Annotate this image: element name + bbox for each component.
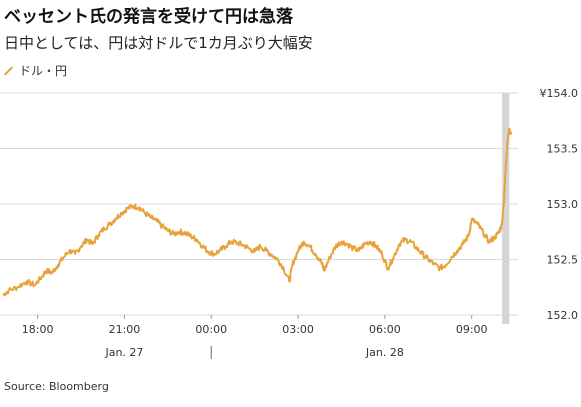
x-axis: 18:00 21:00 00:00 03:00 06:00 09:00 Jan. 27 Jan…	[22, 315, 488, 359]
highlight-band-layer	[502, 93, 510, 324]
usd-jpy-line-chart: ¥154.0 153.5 153.0 152.5 152.0 18:00 21:00 00:…	[0, 87, 579, 359]
x-tick-label: 09:00	[456, 323, 488, 336]
x-date-label: Jan. 28	[365, 346, 404, 359]
y-tick-label: 153.0	[547, 198, 579, 211]
y-tick-label: 152.5	[547, 254, 579, 267]
y-tick-label: 153.5	[547, 143, 579, 156]
series-line-usd-jpy	[2, 127, 513, 297]
y-tick-label: 152.0	[547, 309, 579, 322]
x-tick-label: 03:00	[282, 323, 314, 336]
x-date-label: Jan. 27	[104, 346, 143, 359]
series-layer	[2, 127, 513, 297]
x-tick-label: 00:00	[195, 323, 227, 336]
x-tick-label: 06:00	[369, 323, 401, 336]
highlight-band	[502, 93, 510, 324]
legend-line-icon	[4, 66, 13, 75]
y-tick-label: ¥154.0	[540, 87, 579, 100]
chart-title: ベッセント氏の発言を受けて円は急落	[4, 7, 293, 27]
x-tick-label: 21:00	[109, 323, 141, 336]
y-axis-labels: ¥154.0 153.5 153.0 152.5 152.0	[540, 87, 579, 322]
gridlines	[0, 92, 518, 316]
source-note: Source: Bloomberg	[4, 380, 109, 393]
x-tick-label: 18:00	[22, 323, 54, 336]
legend-label: ドル・円	[19, 63, 68, 78]
legend: ドル・円	[4, 62, 67, 78]
chart-subtitle: 日中としては、円は対ドルで1カ月ぶり大幅安	[4, 34, 313, 52]
